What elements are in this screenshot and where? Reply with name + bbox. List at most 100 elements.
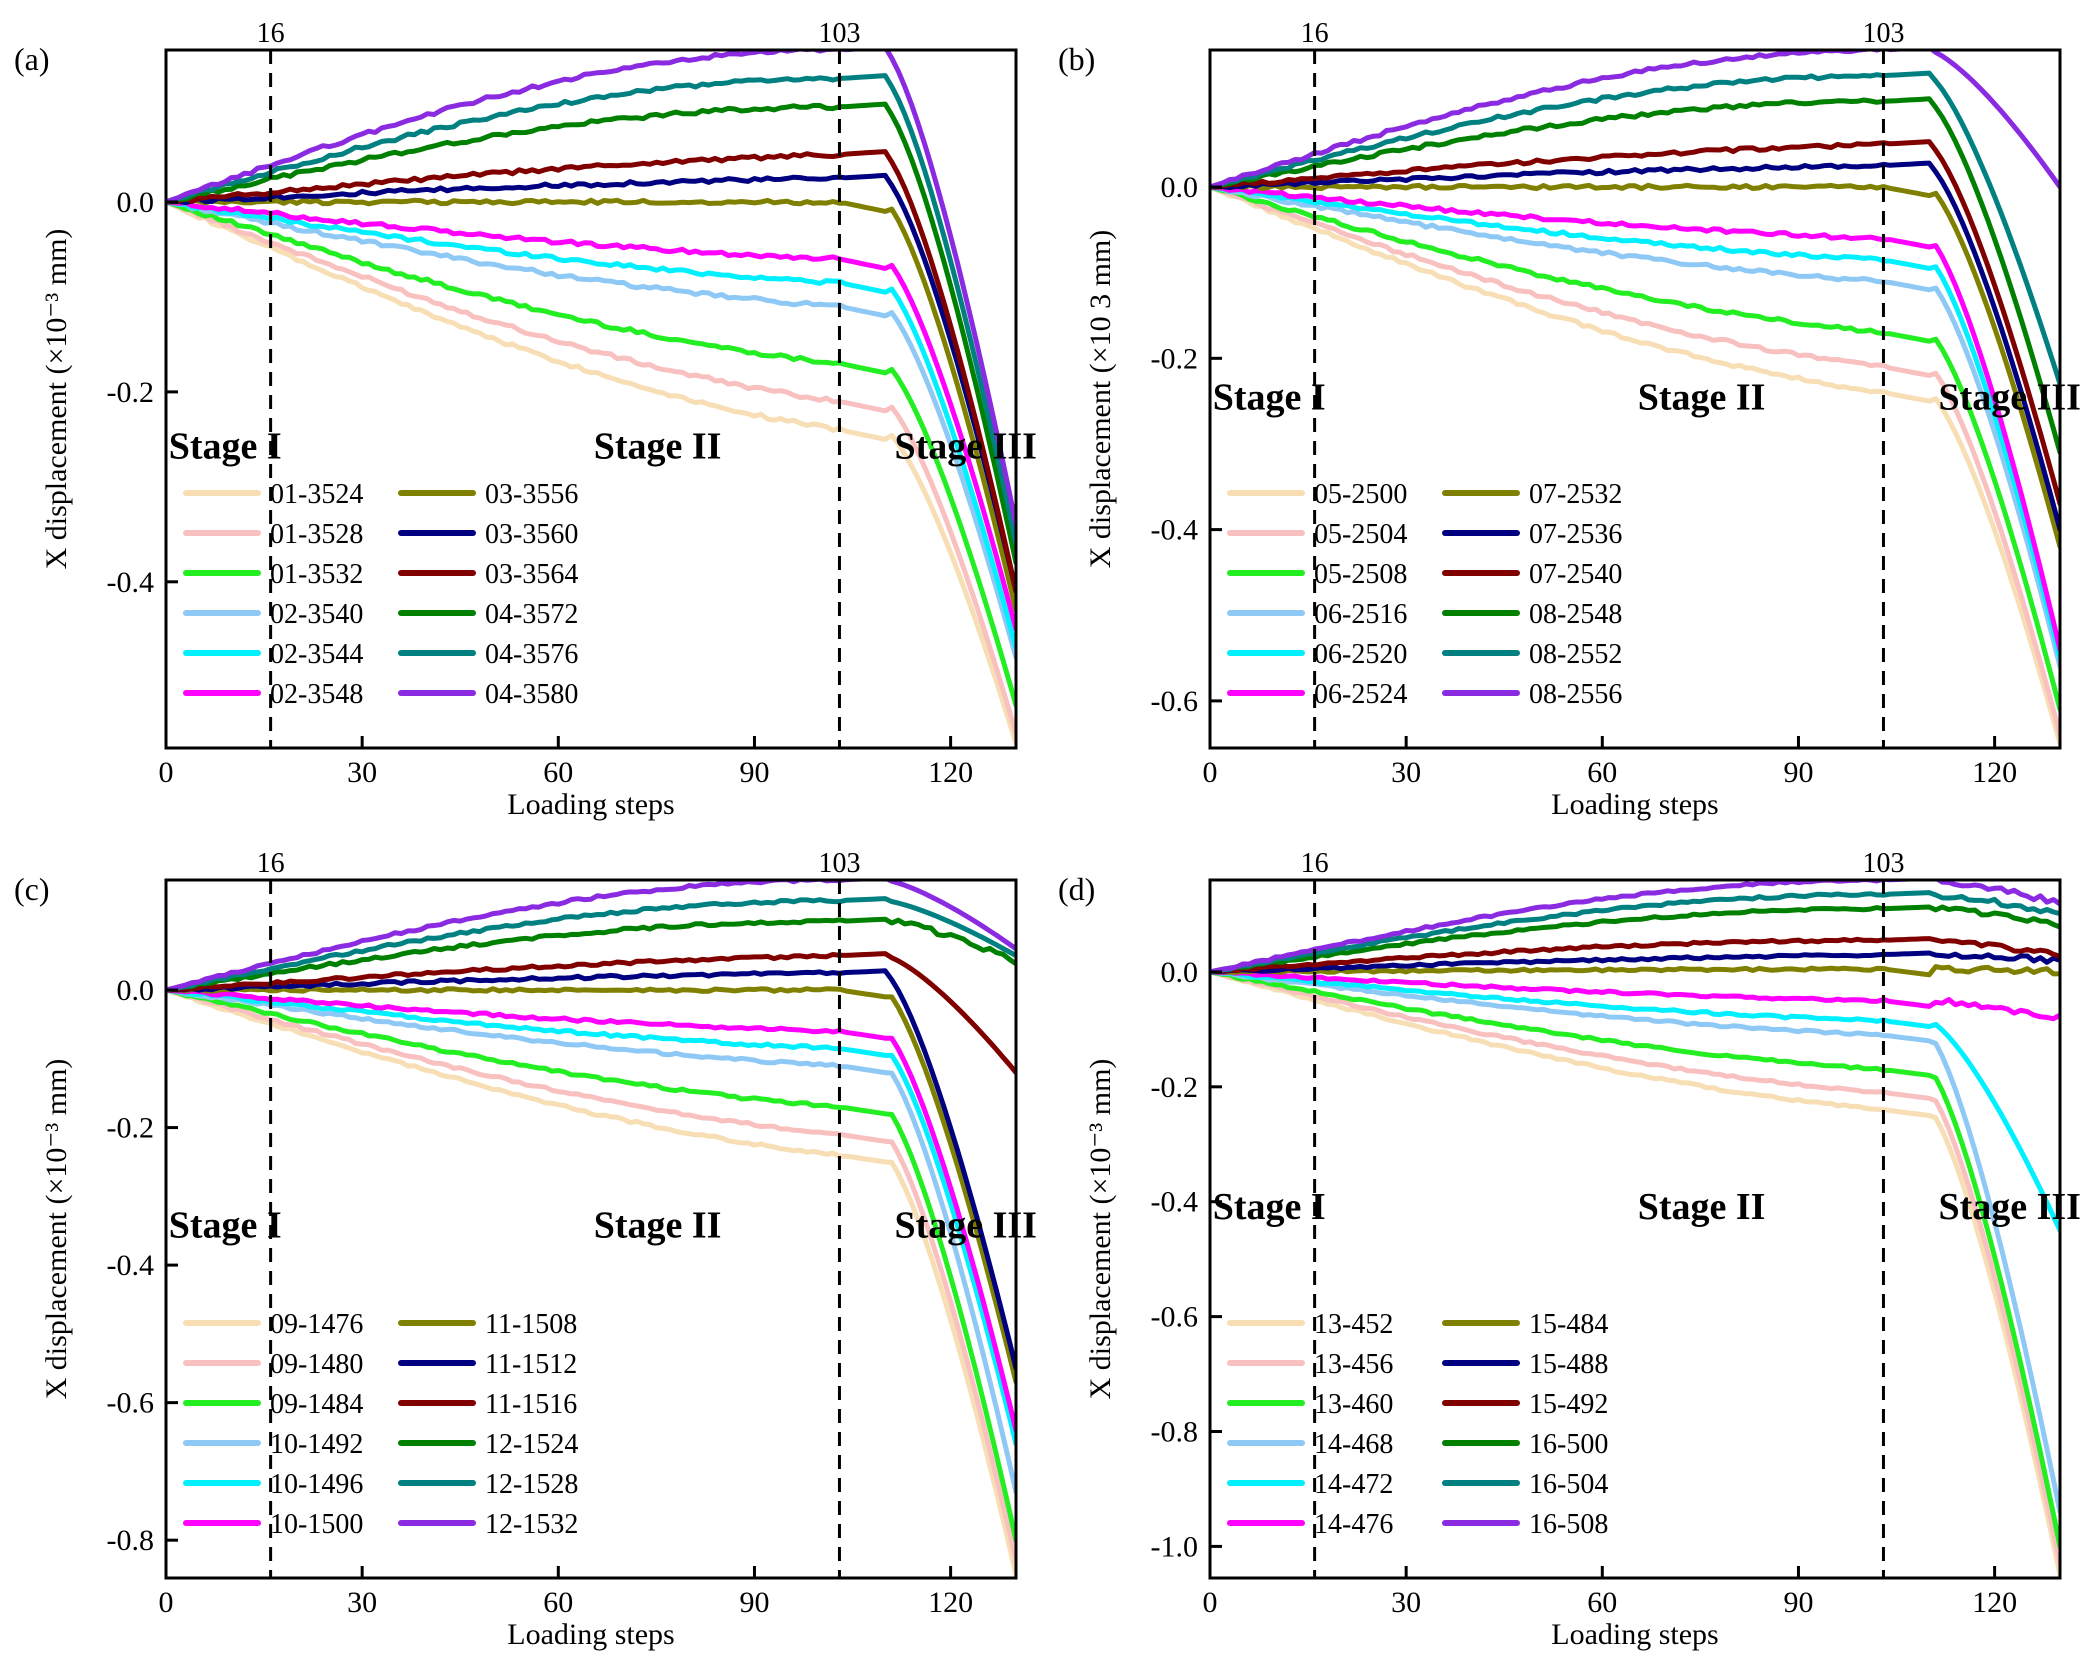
legend-label: 06-2516 bbox=[1314, 599, 1407, 630]
x-tick-label: 60 bbox=[543, 756, 573, 789]
series-line bbox=[166, 73, 1016, 547]
stage-label: Stage II bbox=[594, 425, 722, 467]
series-line bbox=[166, 172, 1016, 594]
series-line bbox=[1210, 70, 2060, 387]
legend-label: 07-2536 bbox=[1529, 519, 1622, 550]
legend-label: 11-1512 bbox=[485, 1349, 577, 1380]
series-line bbox=[166, 987, 1016, 1433]
legend-label: 03-3560 bbox=[485, 519, 578, 550]
x-tick-label: 0 bbox=[1203, 756, 1218, 789]
marker-label: 103 bbox=[818, 18, 860, 49]
x-tick-label: 30 bbox=[347, 756, 377, 789]
series-line bbox=[166, 987, 1016, 1543]
series-line bbox=[166, 50, 1016, 528]
legend-label: 12-1532 bbox=[485, 1509, 578, 1540]
stage-label: Stage I bbox=[1213, 1186, 1326, 1228]
x-tick-label: 30 bbox=[1391, 756, 1421, 789]
x-tick-label: 120 bbox=[1972, 1586, 2017, 1619]
x-tick-label: 0 bbox=[159, 1586, 174, 1619]
series-line bbox=[166, 199, 1016, 746]
series-line bbox=[1210, 139, 2060, 507]
series-group bbox=[1210, 880, 2060, 1578]
series-line bbox=[166, 916, 1016, 993]
legend-label: 14-476 bbox=[1314, 1509, 1393, 1540]
series-line bbox=[1210, 969, 2060, 1515]
y-tick-label: -0.8 bbox=[1151, 1416, 1199, 1449]
marker-label: 16 bbox=[257, 848, 285, 879]
series-line bbox=[166, 149, 1016, 594]
x-tick-label: 60 bbox=[1587, 756, 1617, 789]
legend-label: 01-3532 bbox=[270, 559, 363, 590]
stage-label: Stage II bbox=[1638, 1186, 1766, 1228]
series-line bbox=[166, 199, 1016, 708]
series-line bbox=[166, 987, 1016, 1564]
legend-label: 06-2524 bbox=[1314, 679, 1407, 710]
y-tick-label: 0.0 bbox=[117, 974, 155, 1007]
y-tick-label: -0.4 bbox=[1151, 514, 1199, 547]
series-group bbox=[166, 880, 1016, 1578]
stage-label: Stage III bbox=[894, 425, 1037, 467]
x-axis-title: Loading steps bbox=[507, 1618, 674, 1651]
legend-label: 16-508 bbox=[1529, 1509, 1608, 1540]
series-line bbox=[166, 199, 1016, 661]
legend-label: 12-1524 bbox=[485, 1429, 578, 1460]
series-line bbox=[166, 199, 1016, 632]
panel-label: (a) bbox=[14, 41, 50, 77]
legend: 05-2500 05-2504 05-2508 06-2516 06-2520 06-25… bbox=[1227, 479, 1622, 710]
series-line bbox=[1210, 950, 2060, 975]
legend-label: 03-3556 bbox=[485, 479, 578, 510]
x-tick-label: 30 bbox=[347, 1586, 377, 1619]
legend-label: 06-2520 bbox=[1314, 639, 1407, 670]
series-group bbox=[166, 50, 1016, 746]
series-line bbox=[1210, 969, 2060, 1022]
stage-label: Stage I bbox=[1213, 377, 1326, 419]
legend: 13-452 13-456 13-460 14-468 14-472 14-476 15-4… bbox=[1227, 1309, 1608, 1540]
x-tick-label: 90 bbox=[1783, 1586, 1813, 1619]
chart-panel: 16 103 0 30 60 90 120 -0.8 -0.6 -0.4 -0.2 0.0 Loadin… bbox=[14, 848, 1037, 1651]
stage-label: Stage I bbox=[169, 1205, 282, 1247]
series-line bbox=[1210, 969, 2060, 1549]
series-line bbox=[1210, 50, 2060, 190]
legend-label: 16-504 bbox=[1529, 1469, 1608, 1500]
legend-label: 08-2556 bbox=[1529, 679, 1622, 710]
y-tick-label: -1.0 bbox=[1151, 1530, 1199, 1563]
marker-label: 103 bbox=[1862, 18, 1904, 49]
y-tick-label: -0.2 bbox=[1151, 342, 1199, 375]
legend-label: 11-1516 bbox=[485, 1389, 577, 1420]
legend: 01-3524 01-3528 01-3532 02-3540 02-3544 02-35… bbox=[183, 479, 578, 710]
plot-frame bbox=[164, 48, 1018, 750]
x-tick-label: 60 bbox=[543, 1586, 573, 1619]
y-axis-title: X displacement (×10 3 mm) bbox=[1084, 230, 1117, 569]
legend-label: 03-3564 bbox=[485, 559, 578, 590]
y-tick-label: -0.4 bbox=[107, 1249, 155, 1282]
y-tick-label: -0.4 bbox=[1151, 1186, 1199, 1219]
y-axis-title: X displacement (×10⁻³ mm) bbox=[40, 1059, 73, 1400]
legend-label: 01-3528 bbox=[270, 519, 363, 550]
legend-label: 05-2508 bbox=[1314, 559, 1407, 590]
series-line bbox=[166, 968, 1016, 1371]
legend-label: 08-2548 bbox=[1529, 599, 1622, 630]
x-tick-label: 120 bbox=[928, 1586, 973, 1619]
series-line bbox=[166, 199, 1016, 651]
series-line bbox=[1210, 96, 2060, 455]
marker-label: 16 bbox=[1301, 848, 1329, 879]
x-tick-label: 90 bbox=[739, 756, 769, 789]
marker-label: 103 bbox=[818, 848, 860, 879]
series-line bbox=[1210, 969, 2060, 1567]
x-tick-label: 60 bbox=[1587, 1586, 1617, 1619]
series-line bbox=[1210, 964, 2060, 978]
plot-frame bbox=[164, 878, 1018, 1580]
x-tick-label: 90 bbox=[739, 1586, 769, 1619]
series-line bbox=[166, 986, 1016, 1385]
panel-label: (c) bbox=[14, 871, 50, 907]
legend-label: 07-2540 bbox=[1529, 559, 1622, 590]
legend-label: 07-2532 bbox=[1529, 479, 1622, 510]
series-line bbox=[166, 987, 1016, 1578]
y-tick-label: 0.0 bbox=[1161, 171, 1199, 204]
x-axis-title: Loading steps bbox=[1551, 788, 1718, 821]
legend-label: 09-1484 bbox=[270, 1389, 363, 1420]
panel-label: (b) bbox=[1058, 41, 1095, 77]
series-line bbox=[166, 896, 1016, 993]
series-line bbox=[166, 197, 1016, 613]
